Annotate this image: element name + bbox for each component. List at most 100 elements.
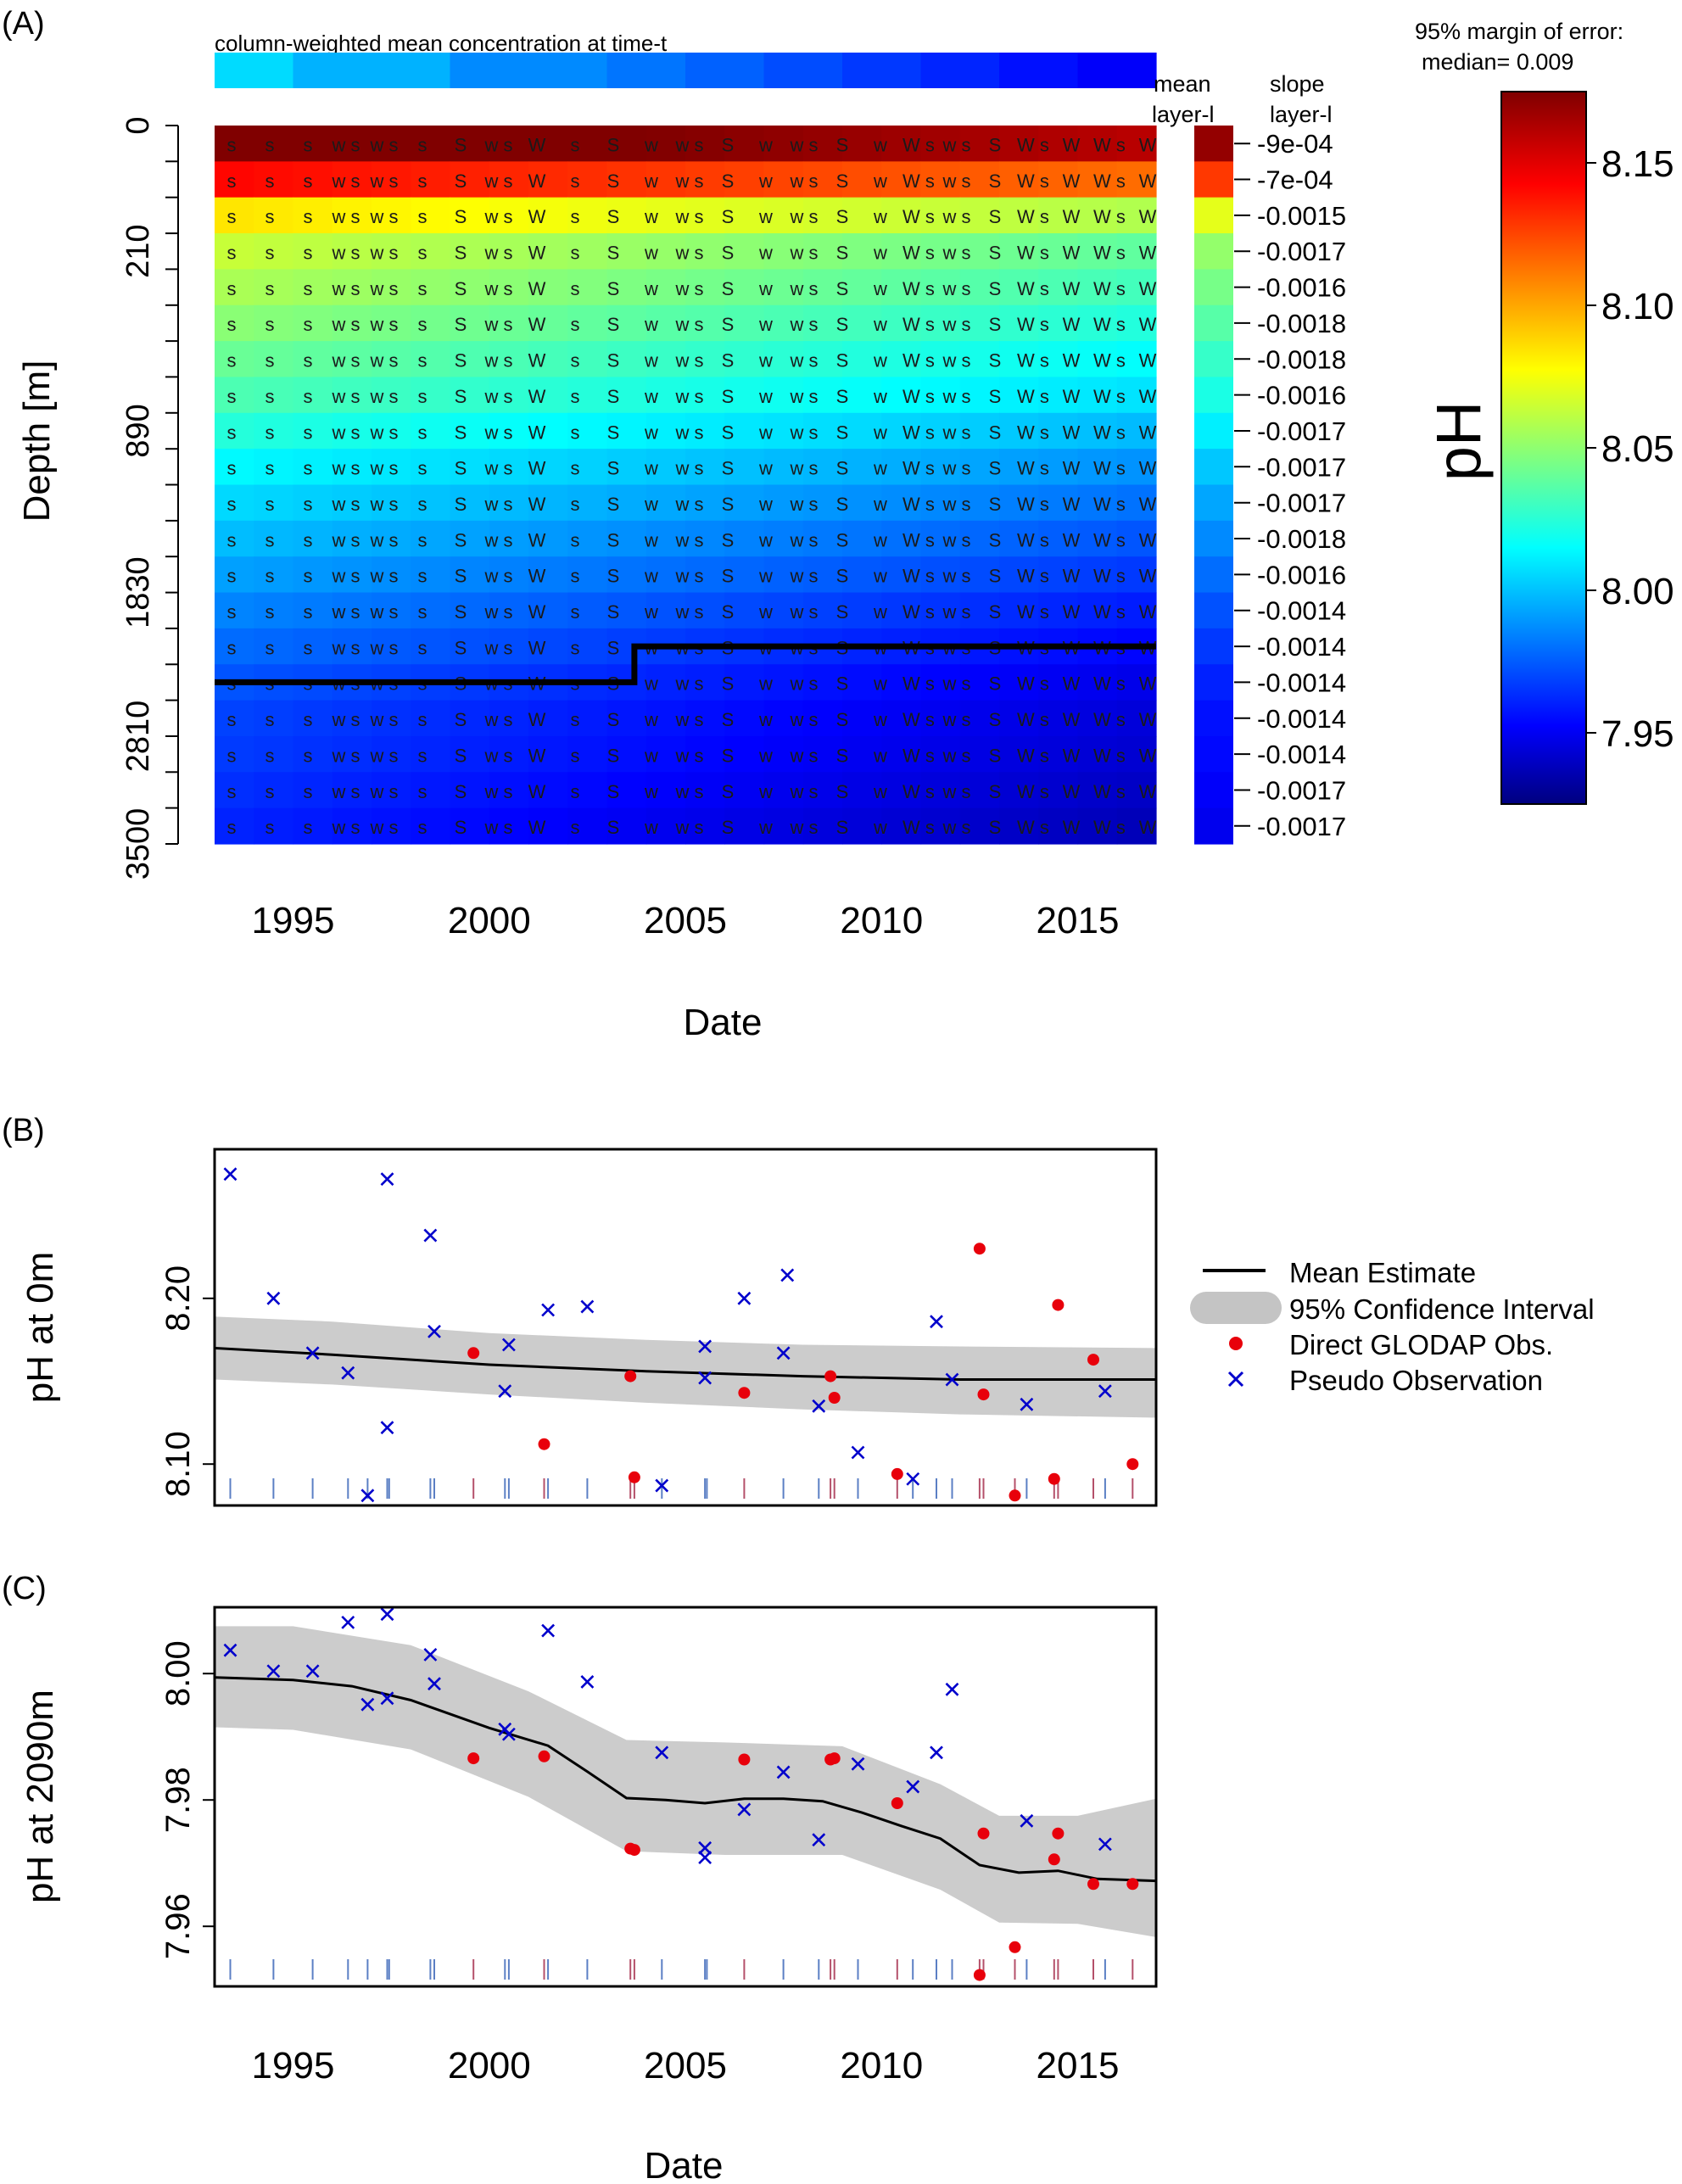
colorbar-tick-label: 8.10 [1601,286,1674,327]
heatmap-cell [1116,269,1157,306]
heatmap-cell [450,233,490,270]
heatmap-cell [489,197,529,234]
heatmap-symbol: s [418,206,427,227]
heatmap-cell [606,449,647,486]
heatmap-symbol: S [989,206,1002,227]
heatmap-cell [489,556,529,594]
pseudo-point [223,1167,237,1181]
heatmap-symbol: w [758,350,773,371]
heatmap-symbol: W s [1093,350,1126,371]
heatmap-cell [254,807,294,845]
heatmap-cell [959,556,1000,594]
heatmap-symbol: s [227,278,237,299]
heatmap-cell [1077,556,1118,594]
heatmap-symbol: W [528,422,546,443]
heatmap-cell [685,735,725,773]
heatmap-symbol: s [227,637,237,658]
heatmap-symbol: s [227,206,237,227]
heatmap-symbol: w s [332,422,360,443]
pseudo-point [945,1682,959,1696]
layer-mean-cell [1194,592,1233,629]
heatmap-symbol: w s [675,709,704,730]
heatmap-symbol: S [989,170,1002,192]
heatmap-symbol: s [418,566,427,587]
heatmap-symbol: w s [675,745,704,766]
heatmap-cell [1038,233,1079,270]
heatmap-symbol: S [455,243,467,264]
pseudo-point [380,1172,394,1187]
top-bar-cell [215,53,294,88]
heatmap-symbol: w s [332,709,360,730]
heatmap-symbol: s [265,781,275,802]
heatmap-symbol: W [1139,745,1157,766]
heatmap-cell [489,807,529,845]
heatmap-cell [802,484,843,522]
panel-b-y-axis: 8.20 8.10 [159,1265,215,1497]
heatmap-symbol: s [571,422,580,443]
heatmap-symbol: S [836,566,849,587]
heatmap-symbol: w s [370,601,399,623]
top-bar-cell [606,53,686,88]
heatmap-symbol: w [758,601,773,623]
heatmap-cell [450,772,490,809]
glodap-point [624,1370,637,1382]
heatmap-symbol: W s [1093,206,1126,227]
heatmap-symbol: W s [902,529,935,550]
heatmap-symbol: S [607,494,620,515]
slope-label: -0.0016 [1257,381,1346,411]
heatmap-cell [802,412,843,450]
heatmap-symbol: w s [370,350,399,371]
heatmap-cell [1077,700,1118,737]
heatmap-cell [215,412,254,450]
heatmap-cell [881,233,922,270]
heatmap-cell [763,772,804,809]
heatmap-symbol: w s [942,673,971,695]
colorbar-title: pH [1423,401,1494,482]
heatmap-cell [332,772,372,809]
heatmap-cell [567,592,608,629]
top-bar-cell [763,53,843,88]
heatmap-symbol: w s [370,206,399,227]
heatmap-symbol: W [528,206,546,227]
date-tick-label: 2005 [644,900,727,941]
heatmap-cell [999,556,1039,594]
heatmap-cell [1116,449,1157,486]
heatmap-cell [332,735,372,773]
heatmap-cell [1116,556,1157,594]
heatmap-cell [920,412,961,450]
heatmap-symbol: w [644,673,658,695]
heatmap-cell [645,520,686,557]
heatmap-cell [999,484,1039,522]
heatmap-cell [489,484,529,522]
heatmap-symbol: S [989,817,1002,838]
heatmap-cell [1038,161,1079,198]
heatmap-cell [685,412,725,450]
heatmap-cell [763,233,804,270]
heatmap-symbol: w s [942,206,971,227]
heatmap-cell [254,484,294,522]
heatmap-cell [489,592,529,629]
heatmap-cell [645,592,686,629]
heatmap-symbol: w s [790,422,819,443]
heatmap-symbol: W [1063,243,1081,264]
heatmap-symbol: S [722,278,735,299]
heatmap-symbol: w s [942,458,971,479]
heatmap-symbol: s [227,314,237,335]
slope-label-2: layer-l [1270,102,1333,127]
heatmap-symbol: w [758,494,773,515]
heatmap-cell [1038,807,1079,845]
heatmap-symbol: s [304,278,313,299]
heatmap-cell [293,341,333,378]
heatmap-symbol: S [607,709,620,730]
heatmap-symbol: w s [484,386,513,407]
heatmap-symbol: s [227,170,237,192]
heatmap-cell [920,449,961,486]
legend-pseudo-label: Pseudo Observation [1289,1365,1543,1396]
heatmap-symbol: W s [902,135,935,156]
heatmap-cell [920,664,961,701]
heatmap-cell [763,197,804,234]
heatmap-cell [528,592,568,629]
glodap-point [628,1844,640,1857]
heatmap-symbol: w s [332,601,360,623]
heatmap-symbol: S [989,566,1002,587]
